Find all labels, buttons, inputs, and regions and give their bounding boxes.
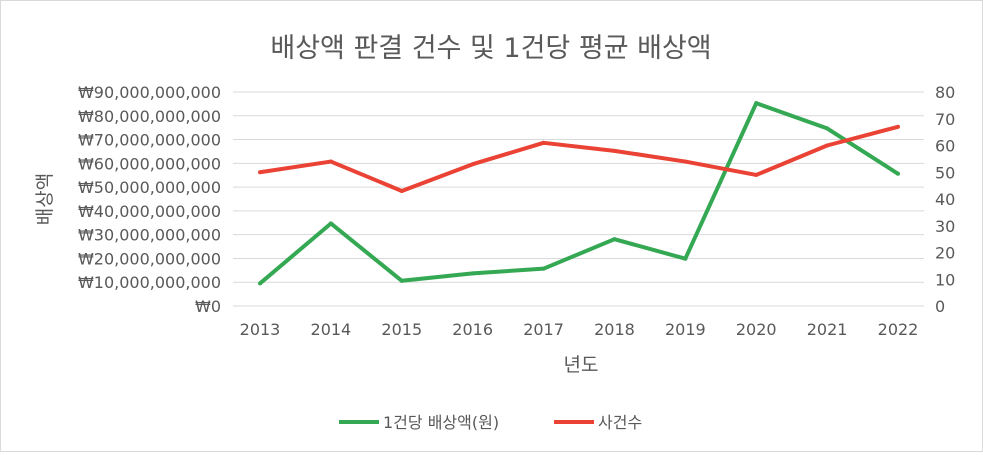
y-right-tick-label: 80 [935, 83, 955, 102]
legend-label: 1건당 배상액(원) [383, 413, 499, 432]
y-left-tick-label: ₩90,000,000,000 [78, 83, 221, 102]
y-left-tick-label: ₩10,000,000,000 [78, 273, 221, 292]
data-point [328, 159, 333, 164]
data-point [541, 140, 546, 145]
data-point [399, 278, 404, 283]
data-point [896, 124, 900, 129]
data-point [399, 188, 404, 193]
y-left-tick-label: ₩60,000,000,000 [78, 154, 221, 173]
y-right-tick-label: 40 [935, 190, 955, 209]
x-tick-label: 2013 [240, 320, 281, 339]
y-left-tick-label: ₩50,000,000,000 [78, 178, 221, 197]
data-point [825, 143, 830, 148]
data-point [258, 170, 262, 175]
data-point [683, 159, 688, 164]
y-right-tick-label: 10 [935, 270, 955, 289]
y-left-tick-label: ₩20,000,000,000 [78, 249, 221, 268]
chart-title: 배상액 판결 건수 및 1건당 평균 배상액 [270, 33, 711, 64]
x-tick-label: 2016 [452, 320, 493, 339]
x-tick-label: 2017 [523, 320, 564, 339]
x-tick-label: 2015 [381, 320, 422, 339]
series-line [258, 101, 900, 285]
y-left-tick-label: ₩80,000,000,000 [78, 107, 221, 126]
data-point [754, 172, 759, 177]
legend-label: 사건수 [598, 413, 642, 432]
y-left-tick-label: ₩40,000,000,000 [78, 202, 221, 221]
data-point [825, 126, 830, 131]
data-point [258, 281, 262, 286]
data-point [470, 162, 475, 167]
x-tick-label: 2021 [807, 320, 848, 339]
data-point [612, 237, 617, 242]
y-right-tick-label: 0 [935, 297, 945, 316]
y-left-tick-label: ₩0 [195, 297, 221, 316]
y-right-tick-label: 20 [935, 244, 955, 263]
data-point [470, 271, 475, 276]
x-tick-label: 2018 [594, 320, 635, 339]
x-tick-label: 2022 [878, 320, 919, 339]
data-point [541, 266, 546, 271]
data-point [896, 171, 900, 176]
series-line [259, 124, 899, 193]
y-right-tick-label: 30 [935, 217, 955, 236]
y-axis-title: 배상액 [34, 173, 56, 225]
y-right-tick-label: 60 [935, 137, 955, 156]
y-left-tick-label: ₩70,000,000,000 [78, 131, 221, 150]
x-axis-title: 년도 [564, 354, 599, 376]
x-tick-label: 2019 [665, 320, 706, 339]
data-point [328, 221, 333, 226]
data-point [683, 256, 688, 261]
y-right-tick-label: 70 [935, 110, 955, 129]
data-point [754, 101, 759, 106]
data-point [612, 148, 617, 153]
x-tick-label: 2014 [311, 320, 352, 339]
y-left-tick-label: ₩30,000,000,000 [78, 226, 221, 245]
y-right-tick-label: 50 [935, 163, 955, 182]
x-tick-label: 2020 [736, 320, 777, 339]
